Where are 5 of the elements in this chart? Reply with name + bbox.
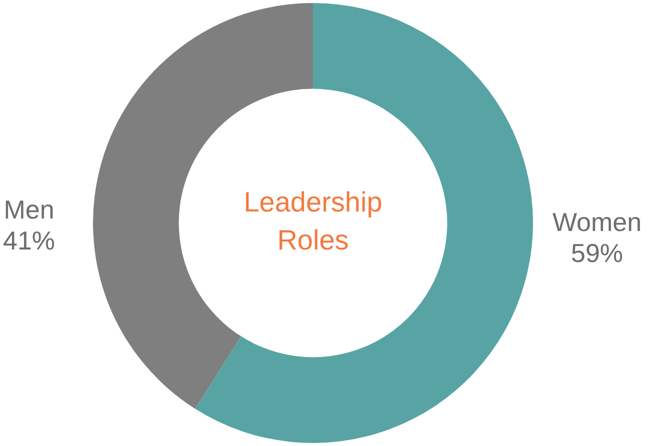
slice-label: Women: [552, 206, 642, 237]
data-label: 59%: [570, 238, 624, 268]
slice-label: Men: [4, 194, 54, 225]
text: Leadership Roles: [244, 186, 382, 256]
data-label: 41%: [2, 226, 56, 256]
